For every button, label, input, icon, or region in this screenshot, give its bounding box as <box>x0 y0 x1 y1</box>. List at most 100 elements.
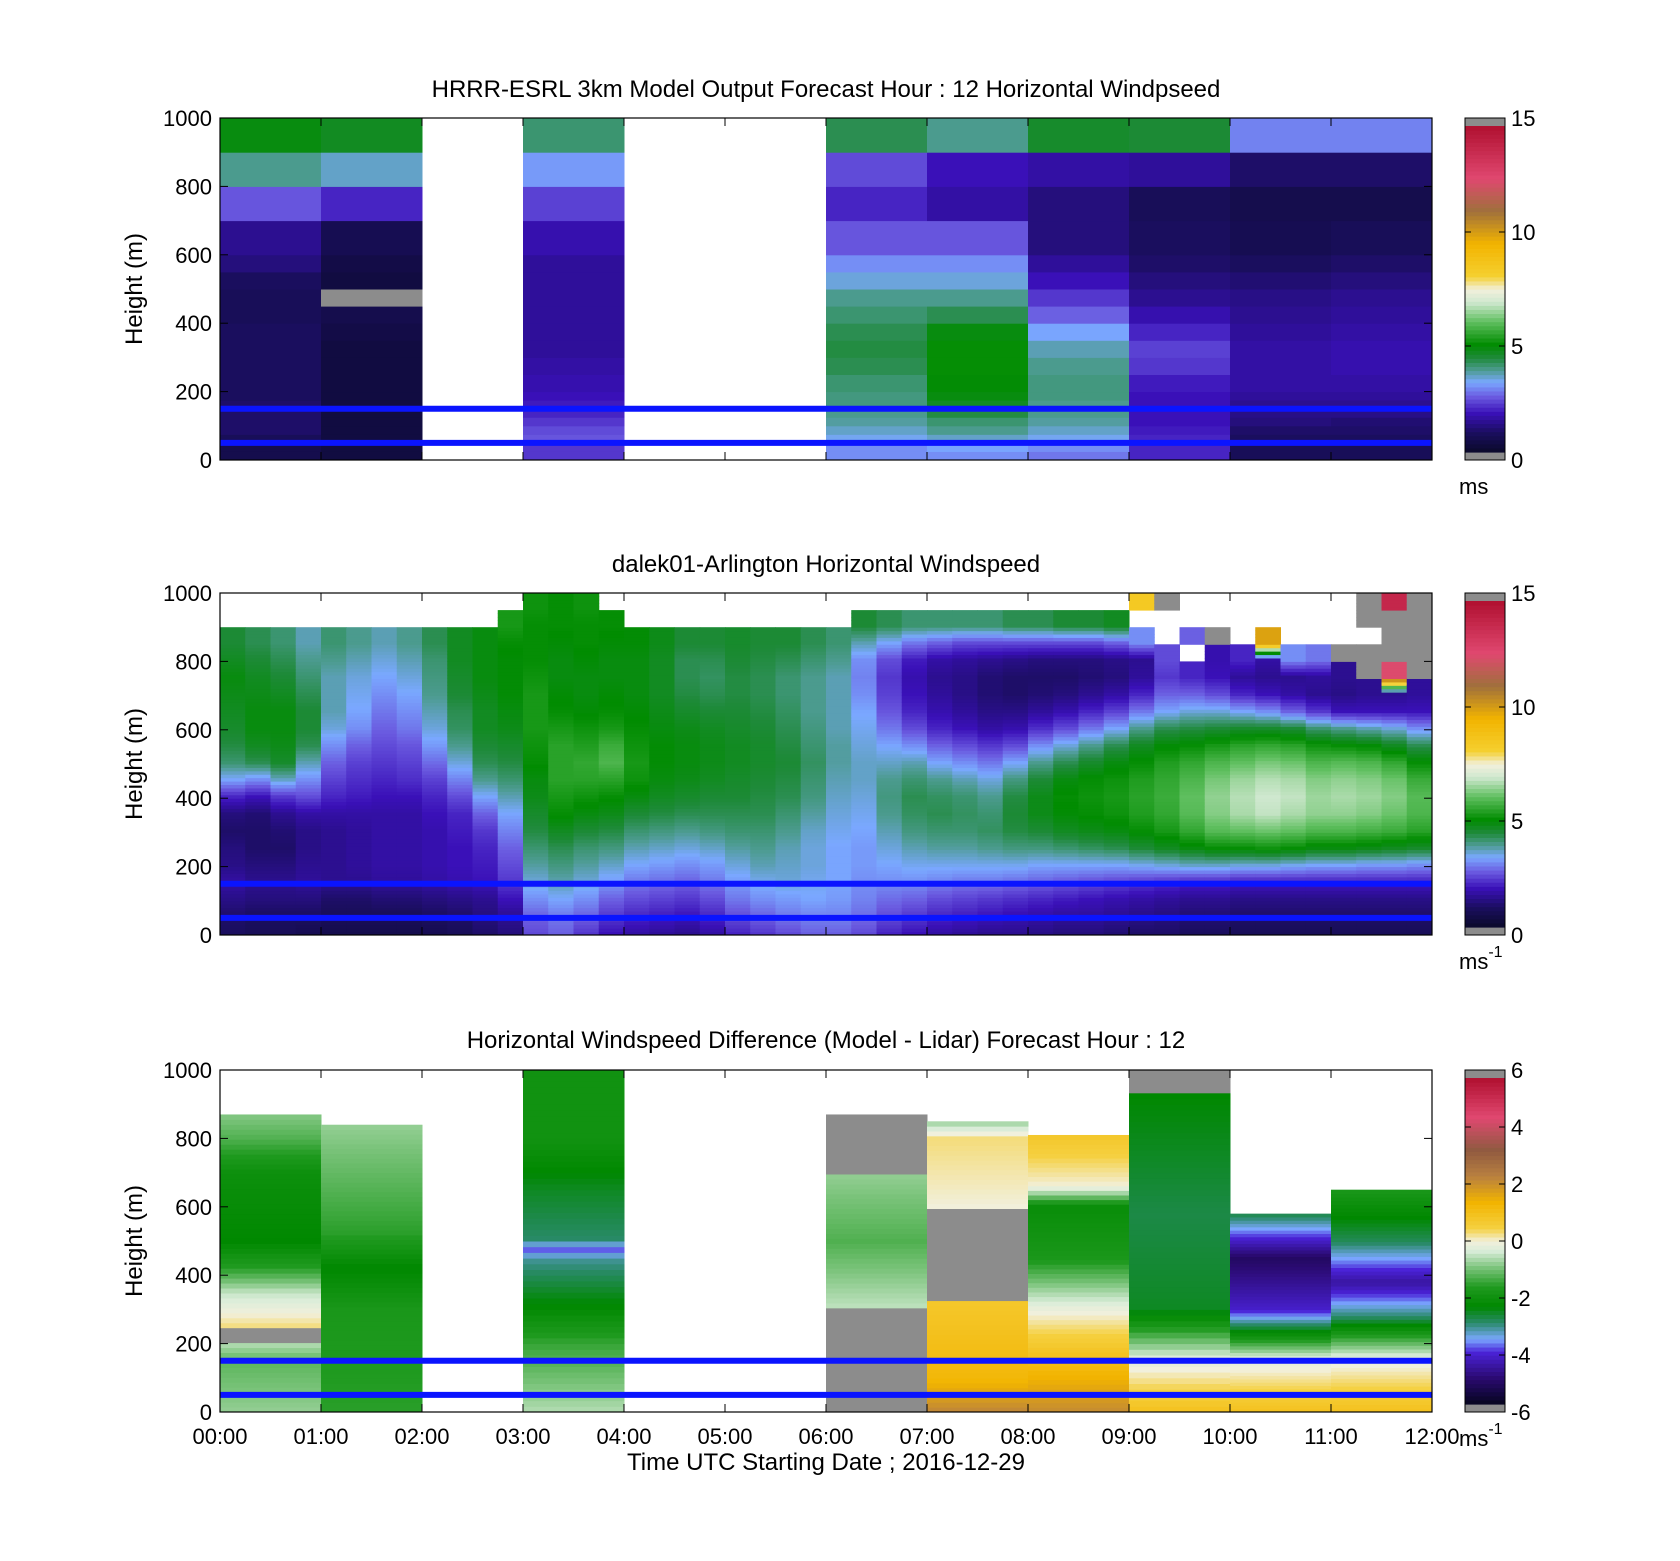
heatmap-cell <box>1103 661 1130 666</box>
heatmap-cell <box>1078 627 1105 632</box>
heatmap-cell <box>649 716 675 721</box>
heatmap-cell <box>699 832 726 837</box>
heatmap-cell <box>674 695 701 700</box>
heatmap-cell <box>447 681 473 686</box>
heatmap-cell <box>1154 818 1180 823</box>
heatmap-cell <box>699 671 726 676</box>
heatmap-cell <box>371 911 398 915</box>
heatmap-cell <box>270 849 297 854</box>
heatmap-cell <box>497 856 524 861</box>
heatmap-cell <box>1179 798 1206 803</box>
heatmap-cell <box>346 644 372 649</box>
heatmap-cell <box>447 870 473 874</box>
heatmap-cell <box>952 753 978 758</box>
heatmap-cell <box>497 620 524 625</box>
colorbar-segment <box>1465 166 1505 172</box>
heatmap-cell <box>220 722 246 727</box>
heatmap-cell <box>699 818 726 823</box>
heatmap-cell <box>1204 904 1231 909</box>
heatmap-cell <box>1230 798 1256 803</box>
heatmap-cell <box>649 733 675 738</box>
heatmap-cell <box>952 685 978 690</box>
heatmap-cell <box>775 781 802 786</box>
heatmap-cell <box>598 767 625 772</box>
heatmap-cell <box>1028 434 1130 444</box>
heatmap-cell <box>321 740 347 744</box>
heatmap-cell <box>1002 828 1029 833</box>
heatmap-cell <box>851 828 877 833</box>
heatmap-cell <box>876 764 903 768</box>
heatmap-cell <box>800 657 827 662</box>
heatmap-cell <box>699 729 726 734</box>
heatmap-cell <box>396 726 423 731</box>
heatmap-cell <box>1381 931 1408 935</box>
heatmap-cell <box>321 647 347 652</box>
heatmap-cell <box>1053 681 1079 686</box>
heatmap-cell <box>674 644 701 649</box>
heatmap-cell <box>876 811 903 816</box>
heatmap-cell <box>1078 907 1105 912</box>
heatmap-cell <box>548 623 574 628</box>
heatmap-cell <box>321 928 347 933</box>
heatmap-cell <box>1129 890 1155 895</box>
heatmap-cell <box>826 434 928 444</box>
heatmap-cell <box>422 716 448 721</box>
heatmap-cell <box>725 716 751 721</box>
heatmap-cell <box>1406 675 1432 679</box>
heatmap-cell <box>1230 391 1332 401</box>
heatmap-cell <box>1356 603 1382 608</box>
colorbar-segment <box>1465 849 1505 855</box>
heatmap-cell <box>321 1292 423 1298</box>
heatmap-cell <box>1154 685 1180 690</box>
heatmap-cell <box>1406 907 1432 912</box>
heatmap-cell <box>1002 863 1029 868</box>
heatmap-cell <box>295 719 322 724</box>
heatmap-cell <box>826 863 852 868</box>
heatmap-cell <box>826 118 928 153</box>
heatmap-cell <box>270 774 297 779</box>
heatmap-cell <box>1078 654 1105 659</box>
heatmap-cell <box>1255 740 1281 744</box>
heatmap-cell <box>1154 647 1180 652</box>
heatmap-cell <box>1230 859 1256 864</box>
heatmap-cell <box>1280 904 1307 909</box>
heatmap-cell <box>371 825 398 830</box>
heatmap-cell <box>573 811 600 816</box>
heatmap-cell <box>1331 839 1357 844</box>
heatmap-cell <box>699 781 726 786</box>
heatmap-cell <box>775 811 802 816</box>
heatmap-cell <box>725 924 751 929</box>
heatmap-cell <box>472 842 499 847</box>
heatmap-cell <box>927 637 953 642</box>
heatmap-cell <box>1129 825 1155 830</box>
heatmap-cell <box>245 699 271 703</box>
heatmap-cell <box>573 808 600 813</box>
heatmap-cell <box>1255 866 1281 871</box>
heatmap-cell <box>573 805 600 809</box>
heatmap-cell <box>220 822 246 827</box>
heatmap-cell <box>523 271 625 290</box>
heatmap-cell <box>548 675 574 679</box>
heatmap-cell <box>295 702 322 707</box>
heatmap-cell <box>220 681 246 686</box>
heatmap-cell <box>876 866 903 871</box>
heatmap-cell <box>826 859 852 864</box>
heatmap-cell <box>523 220 625 256</box>
heatmap-cell <box>800 794 827 799</box>
heatmap-cell <box>220 442 322 452</box>
heatmap-cell <box>1280 668 1307 673</box>
heatmap-cell <box>901 808 928 813</box>
heatmap-cell <box>901 904 928 909</box>
heatmap-cell <box>245 661 271 666</box>
heatmap-cell <box>952 644 978 649</box>
heatmap-cell <box>270 777 297 782</box>
heatmap-cell <box>497 777 524 782</box>
heatmap-cell <box>1280 757 1307 762</box>
heatmap-cell <box>624 681 650 686</box>
heatmap-cell <box>220 1238 322 1244</box>
heatmap-cell <box>548 733 574 738</box>
heatmap-cell <box>699 764 726 768</box>
heatmap-cell <box>750 657 776 662</box>
heatmap-cell <box>927 613 953 618</box>
heatmap-cell <box>447 692 473 697</box>
